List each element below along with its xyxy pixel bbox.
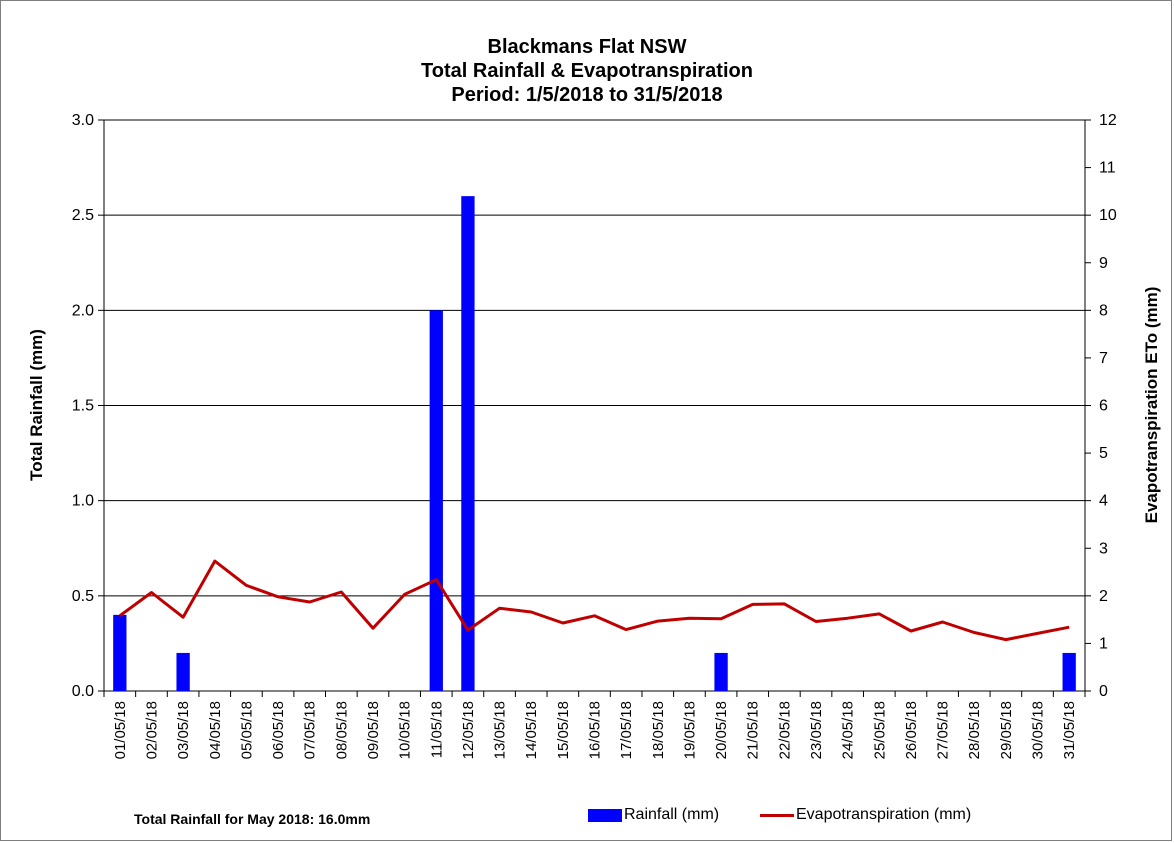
rainfall-bar-03-05-18 bbox=[176, 652, 190, 691]
x-tick-label-02-05-18: 02/05/18 bbox=[143, 701, 160, 759]
x-tick-label-31-05-18: 31/05/18 bbox=[1061, 701, 1078, 759]
x-tick-label-28-05-18: 28/05/18 bbox=[966, 701, 983, 759]
x-tick-label-22-05-18: 22/05/18 bbox=[776, 701, 793, 759]
y-tick-label-left-0: 0.0 bbox=[72, 683, 94, 700]
x-tick-label-04-05-18: 04/05/18 bbox=[207, 701, 224, 759]
x-tick-label-15-05-18: 15/05/18 bbox=[555, 701, 572, 759]
x-tick-label-08-05-18: 08/05/18 bbox=[333, 701, 350, 759]
y-tick-label-right-7: 7 bbox=[1099, 350, 1108, 367]
legend-swatch-rainfall bbox=[588, 808, 622, 822]
y-tick-label-right-4: 4 bbox=[1099, 493, 1108, 510]
y-tick-label-right-3: 3 bbox=[1099, 540, 1108, 557]
rainfall-bar-12-05-18 bbox=[461, 196, 475, 691]
x-tick-label-09-05-18: 09/05/18 bbox=[365, 701, 382, 759]
x-tick-label-19-05-18: 19/05/18 bbox=[681, 701, 698, 759]
rainfall-bar-20-05-18 bbox=[714, 652, 728, 691]
legend-label-evapotranspiration: Evapotranspiration (mm) bbox=[796, 806, 972, 823]
y-axis-title-left: Total Rainfall (mm) bbox=[27, 329, 46, 481]
x-tick-label-01-05-18: 01/05/18 bbox=[112, 701, 129, 759]
chart-title-line-2: Total Rainfall & Evapotranspiration bbox=[421, 60, 753, 82]
y-tick-label-right-12: 12 bbox=[1099, 112, 1117, 129]
y-tick-label-left-4: 2.0 bbox=[72, 302, 94, 319]
legend-item-evapotranspiration: Evapotranspiration (mm) bbox=[760, 806, 971, 824]
chart-title-line-1: Blackmans Flat NSW bbox=[487, 36, 687, 58]
x-tick-label-13-05-18: 13/05/18 bbox=[492, 701, 509, 759]
x-tick-label-17-05-18: 17/05/18 bbox=[618, 701, 635, 759]
legend-label-rainfall: Rainfall (mm) bbox=[624, 806, 720, 823]
x-tick-label-07-05-18: 07/05/18 bbox=[302, 701, 319, 759]
y-tick-label-left-2: 1.0 bbox=[72, 493, 94, 510]
rainfall-total-note: Total Rainfall for May 2018: 16.0mm bbox=[134, 811, 371, 827]
chart-title-line-3: Period: 1/5/2018 to 31/5/2018 bbox=[451, 84, 723, 106]
x-tick-label-10-05-18: 10/05/18 bbox=[397, 701, 414, 759]
x-tick-label-16-05-18: 16/05/18 bbox=[587, 701, 604, 759]
x-tick-label-23-05-18: 23/05/18 bbox=[808, 701, 825, 759]
rainfall-bar-11-05-18 bbox=[429, 310, 443, 691]
x-tick-label-18-05-18: 18/05/18 bbox=[650, 701, 667, 759]
y-tick-label-left-1: 0.5 bbox=[72, 588, 94, 605]
x-tick-label-27-05-18: 27/05/18 bbox=[935, 701, 952, 759]
x-tick-label-25-05-18: 25/05/18 bbox=[871, 701, 888, 759]
legend-swatch-evapotranspiration bbox=[760, 813, 794, 817]
y-tick-label-left-3: 1.5 bbox=[72, 398, 94, 415]
y-tick-label-right-2: 2 bbox=[1099, 588, 1108, 605]
y-tick-label-right-11: 11 bbox=[1099, 160, 1116, 177]
x-tick-label-11-05-18: 11/05/18 bbox=[428, 701, 445, 758]
x-tick-label-29-05-18: 29/05/18 bbox=[998, 701, 1015, 759]
x-tick-label-12-05-18: 12/05/18 bbox=[460, 701, 477, 759]
rainfall-bar-01-05-18 bbox=[113, 614, 127, 691]
x-tick-label-26-05-18: 26/05/18 bbox=[903, 701, 920, 759]
y-tick-label-right-6: 6 bbox=[1099, 398, 1108, 415]
evapotranspiration-line bbox=[118, 559, 1070, 642]
x-tick-label-30-05-18: 30/05/18 bbox=[1030, 701, 1047, 759]
y-axis-title-right: Evapotranspiration ETo (mm) bbox=[1142, 286, 1161, 524]
y-tick-label-right-1: 1 bbox=[1099, 635, 1108, 652]
x-tick-label-20-05-18: 20/05/18 bbox=[713, 701, 730, 759]
y-tick-label-left-6: 3.0 bbox=[72, 112, 94, 129]
y-tick-label-right-9: 9 bbox=[1099, 255, 1108, 272]
rainfall-bar-31-05-18 bbox=[1062, 652, 1076, 691]
x-tick-label-24-05-18: 24/05/18 bbox=[840, 701, 857, 759]
x-tick-label-03-05-18: 03/05/18 bbox=[175, 701, 192, 759]
x-tick-label-05-05-18: 05/05/18 bbox=[238, 701, 255, 759]
y-tick-label-right-10: 10 bbox=[1099, 207, 1117, 224]
legend-item-rainfall: Rainfall (mm) bbox=[588, 806, 719, 824]
y-tick-label-left-5: 2.5 bbox=[72, 207, 94, 224]
x-tick-label-21-05-18: 21/05/18 bbox=[745, 701, 762, 759]
x-tick-label-06-05-18: 06/05/18 bbox=[270, 701, 287, 759]
y-tick-label-right-8: 8 bbox=[1099, 302, 1108, 319]
y-tick-label-right-0: 0 bbox=[1099, 683, 1108, 700]
x-tick-label-14-05-18: 14/05/18 bbox=[523, 701, 540, 759]
y-tick-label-right-5: 5 bbox=[1099, 445, 1108, 462]
